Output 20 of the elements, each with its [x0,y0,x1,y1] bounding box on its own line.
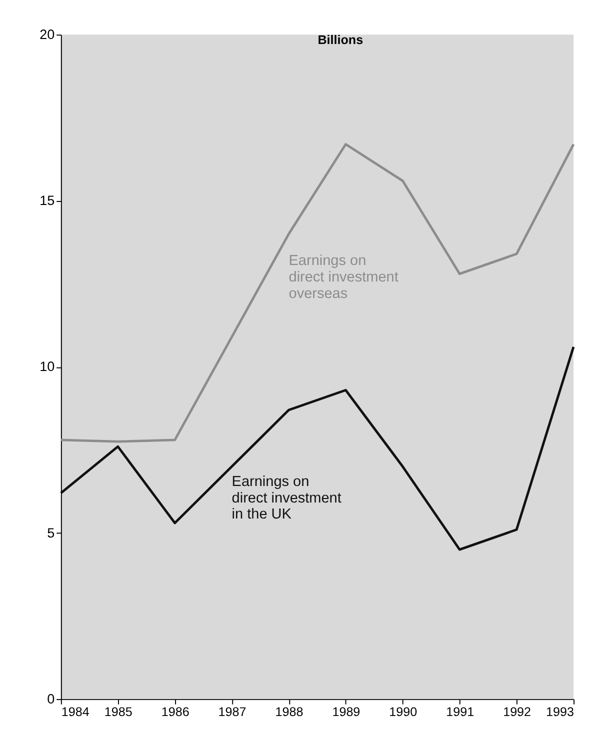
line-series [60,143,575,443]
x-tick-label: 1989 [332,704,360,719]
y-tick-label: 0 [47,691,55,706]
series-label: Earnings on direct investment overseas [288,252,398,302]
x-tick-label: 1984 [61,704,90,719]
x-tick-label: 1991 [446,704,474,719]
y-tick-label: 5 [47,525,55,540]
y-tick-label: 20 [40,26,55,42]
x-tick-label: 1987 [218,704,246,719]
y-tick-label: 15 [40,193,55,208]
y-tick-label: 10 [40,359,55,374]
x-tick-label: 1985 [104,704,132,719]
x-tick-label: 1988 [275,704,304,719]
series-label: Earnings on direct investment in the UK [232,474,342,523]
y-axis-title: Billions [318,32,364,47]
x-tick-label: 1993 [546,704,574,719]
x-tick-label: 1990 [389,704,418,719]
line-series [60,346,575,551]
x-tick-label: 1986 [161,704,190,719]
x-tick-label: 1992 [503,704,532,719]
